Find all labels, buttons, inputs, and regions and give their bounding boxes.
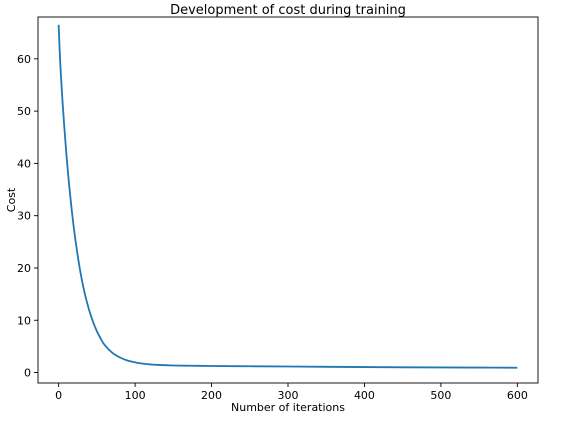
- y-tick-label: 10: [17, 314, 31, 327]
- y-tick-label: 30: [17, 210, 31, 223]
- series-line: [57, 24, 518, 369]
- x-tick-label: 400: [354, 389, 375, 402]
- plot-area: [38, 17, 538, 383]
- x-tick-label: 300: [278, 389, 299, 402]
- x-tick-label: 500: [430, 389, 451, 402]
- y-tick-label: 0: [24, 367, 31, 380]
- x-tick-label: 200: [201, 389, 222, 402]
- x-tick-label: 600: [507, 389, 528, 402]
- y-tick-label: 40: [17, 157, 31, 170]
- y-tick-label: 60: [17, 53, 31, 66]
- ticks-layer: 0 100 200 300 400 500 600 0 10 20 30 40 50 60: [17, 53, 528, 402]
- chart-title: Development of cost during training: [170, 3, 406, 18]
- y-tick-label: 50: [17, 105, 31, 118]
- y-axis-label: Cost: [5, 187, 18, 212]
- plot-frame: [37, 16, 539, 384]
- x-axis-label: Number of iterations: [231, 401, 345, 414]
- x-tick-label: 100: [125, 389, 146, 402]
- y-tick-label: 20: [17, 262, 31, 275]
- x-tick-label: 0: [55, 389, 62, 402]
